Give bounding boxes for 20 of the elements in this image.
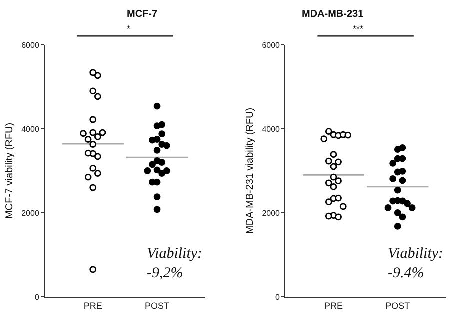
x-tick-label: POST bbox=[145, 300, 170, 311]
y-tick-label: 4000 bbox=[22, 124, 40, 134]
chart-title: MDA-MB-231 bbox=[302, 9, 364, 20]
annotation: Viability: -9.4% bbox=[388, 246, 444, 282]
x-tick-label: PRE bbox=[324, 300, 343, 311]
y-tick-label: 6000 bbox=[22, 40, 40, 50]
annotation: Viability: -9,2% bbox=[147, 246, 203, 282]
y-axis-title: MDA-MB-231 viability (RFU) bbox=[245, 108, 256, 234]
x-tick-label: POST bbox=[386, 300, 411, 311]
text: * bbox=[127, 24, 131, 34]
y-tick-label: 4000 bbox=[262, 124, 281, 134]
chart-title: MCF-7 bbox=[127, 9, 158, 20]
y-axis-title: MCF-7 viability (RFU) bbox=[4, 122, 16, 220]
x-tick-label: PRE bbox=[84, 300, 102, 311]
y-tick-label: 2000 bbox=[22, 208, 40, 218]
text: *** bbox=[353, 24, 364, 34]
y-tick-label: 0 bbox=[276, 292, 281, 302]
y-tick-label: 2000 bbox=[262, 208, 281, 218]
y-tick-label: 6000 bbox=[262, 40, 281, 50]
y-tick-label: 0 bbox=[34, 292, 40, 302]
